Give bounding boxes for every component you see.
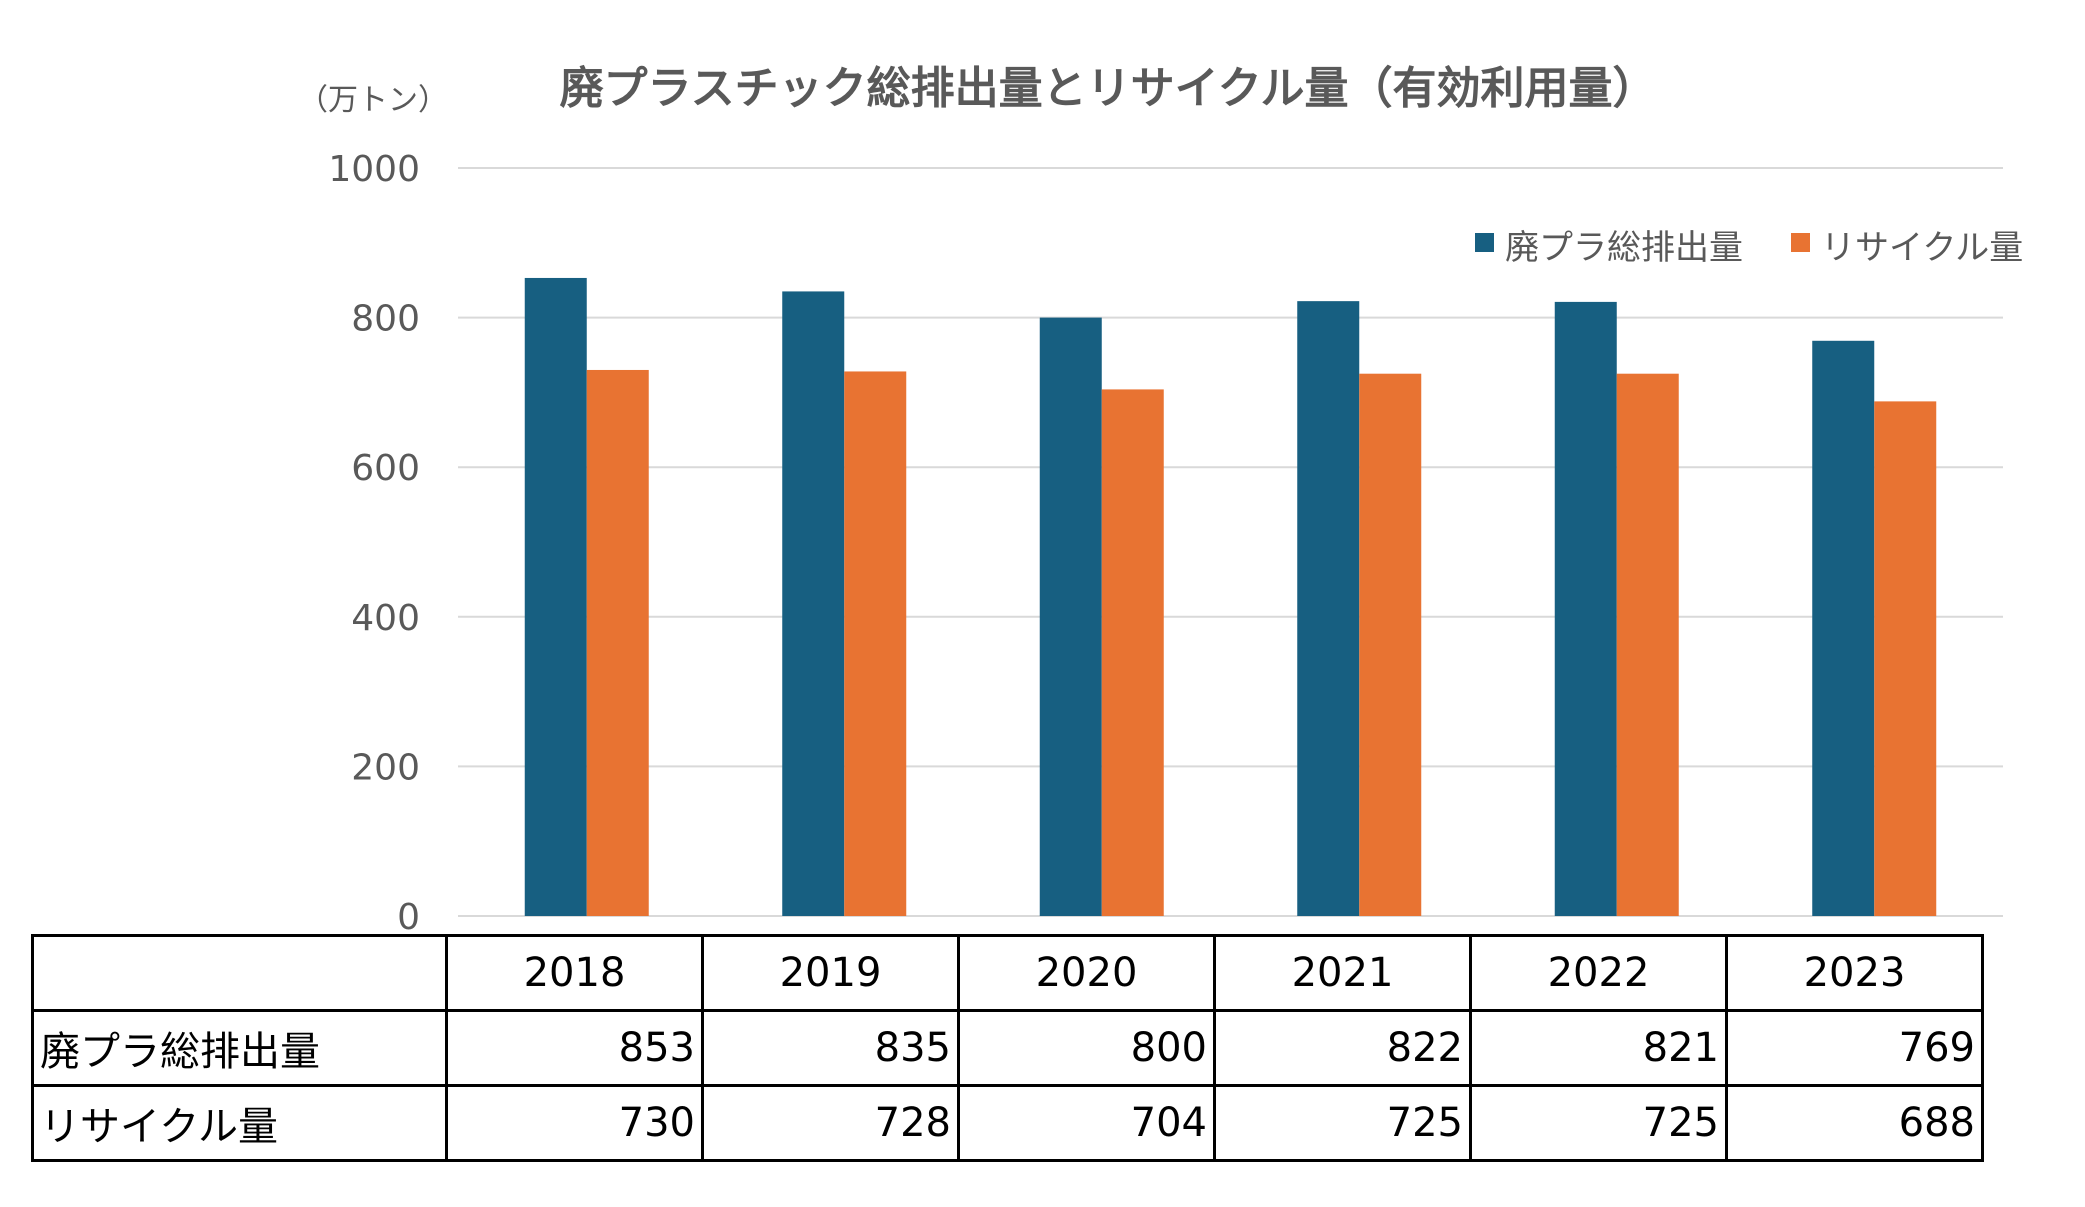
table-year-header: 2020 [957, 934, 1216, 1012]
table-corner-cell [31, 934, 448, 1012]
legend-label: リサイクル量 [1821, 228, 2023, 268]
bars [524, 277, 1937, 917]
table-year-header: 2022 [1469, 934, 1728, 1012]
bar-recycle-2019 [844, 371, 907, 916]
y-tick-label: 200 [351, 747, 420, 788]
bar-recycle-2022 [1616, 373, 1679, 916]
table-cell: 730 [445, 1084, 704, 1162]
y-tick-label: 800 [351, 299, 420, 340]
bar-recycle-2021 [1359, 373, 1422, 916]
table-cell: 853 [445, 1009, 704, 1087]
legend-swatch [1475, 233, 1494, 252]
table-year-header: 2019 [701, 934, 960, 1012]
table-row: 廃プラ総排出量 853 835 800 822 821 769 [31, 1009, 1984, 1087]
y-tick-label: 0 [397, 897, 420, 938]
table-year-header: 2018 [445, 934, 704, 1012]
table-cell: 725 [1213, 1084, 1472, 1162]
table-cell: 800 [957, 1009, 1216, 1087]
table-cell: 725 [1469, 1084, 1728, 1162]
table-cell: 728 [701, 1084, 960, 1162]
bar-total-2020 [1039, 317, 1102, 917]
table-row-label: 廃プラ総排出量 [31, 1009, 448, 1087]
table-year-header: 2023 [1725, 934, 1984, 1012]
legend-swatch [1791, 233, 1810, 252]
bar-total-2022 [1554, 301, 1617, 917]
legend-label: 廃プラ総排出量 [1505, 228, 1743, 268]
table-header-row: 2018 2019 2020 2021 2022 2023 [31, 934, 1984, 1012]
bar-total-2018 [524, 277, 587, 916]
table-cell: 704 [957, 1084, 1216, 1162]
chart-title: 廃プラスチック総排出量とリサイクル量（有効利用量） [560, 63, 1657, 114]
table-row: リサイクル量 730 728 704 725 725 688 [31, 1084, 1984, 1162]
table-row-label: リサイクル量 [31, 1084, 448, 1162]
bar-total-2019 [782, 291, 845, 916]
bar-total-2023 [1812, 340, 1875, 917]
legend: 廃プラ総排出量 リサイクル量 [1475, 228, 2023, 268]
table-cell: 688 [1725, 1084, 1984, 1162]
bar-total-2021 [1297, 301, 1360, 916]
y-axis-ticks: 0 200 400 600 800 1000 [328, 149, 420, 938]
gridlines [458, 167, 2003, 917]
table-cell: 769 [1725, 1009, 1984, 1087]
bar-recycle-2020 [1101, 389, 1164, 917]
table-cell: 821 [1469, 1009, 1728, 1087]
bar-recycle-2018 [586, 369, 649, 917]
y-tick-label: 1000 [328, 149, 420, 190]
data-table: 2018 2019 2020 2021 2022 2023 廃プラ総排出量 85… [31, 934, 1984, 1162]
y-tick-label: 400 [351, 598, 420, 639]
table-cell: 835 [701, 1009, 960, 1087]
table-year-header: 2021 [1213, 934, 1472, 1012]
y-tick-label: 600 [351, 448, 420, 489]
bar-recycle-2023 [1874, 401, 1937, 917]
y-axis-unit-label: （万トン） [298, 83, 448, 118]
table-cell: 822 [1213, 1009, 1472, 1087]
